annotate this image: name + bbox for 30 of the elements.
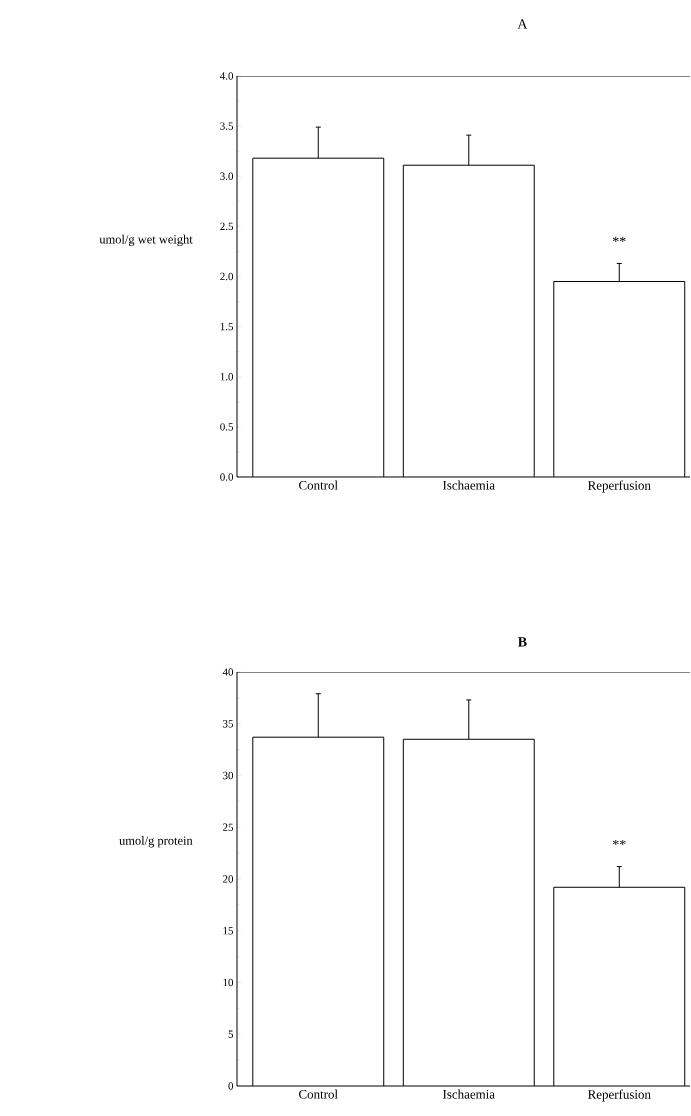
- x-tick-label: Ischaemia: [442, 1089, 495, 1099]
- x-tick-label: Reperfusion: [588, 480, 651, 493]
- y-axis-title: umol/g protein: [119, 836, 193, 848]
- x-tick-label: Control: [299, 1089, 338, 1099]
- y-tick-label: 5: [228, 1030, 234, 1038]
- y-tick-label: 10: [223, 978, 234, 987]
- chart-title: B: [517, 637, 527, 647]
- x-tick-label: Reperfusion: [588, 1089, 651, 1102]
- y-tick-label: 0: [228, 1082, 234, 1090]
- y-tick-label: 1.0: [220, 373, 234, 381]
- annotation: **: [612, 839, 626, 846]
- y-tick-label: 2.5: [220, 222, 234, 231]
- y-tick-label: 1.5: [220, 322, 234, 331]
- y-tick-label: 0.5: [220, 423, 234, 431]
- annotation: **: [612, 236, 626, 242]
- y-tick-label: 20: [223, 875, 234, 883]
- y-tick-label: 35: [223, 720, 234, 728]
- y-tick-label: 15: [223, 927, 234, 935]
- y-tick-label: 40: [222, 668, 234, 676]
- y-tick-label: 30: [223, 771, 234, 780]
- x-tick-label: Control: [299, 480, 338, 490]
- y-tick-label: 0.0: [220, 473, 234, 481]
- y-tick-label: 2.0: [220, 272, 234, 281]
- y-axis-title: umol/g wet weight: [99, 234, 193, 247]
- x-tick-label: Ischaemia: [442, 480, 495, 490]
- y-tick-label: 3.0: [220, 172, 234, 180]
- y-tick-label: 4.0: [220, 72, 234, 80]
- chart-title: A: [517, 19, 528, 29]
- y-tick-label: 3.5: [220, 122, 234, 130]
- y-tick-label: 25: [223, 823, 234, 831]
